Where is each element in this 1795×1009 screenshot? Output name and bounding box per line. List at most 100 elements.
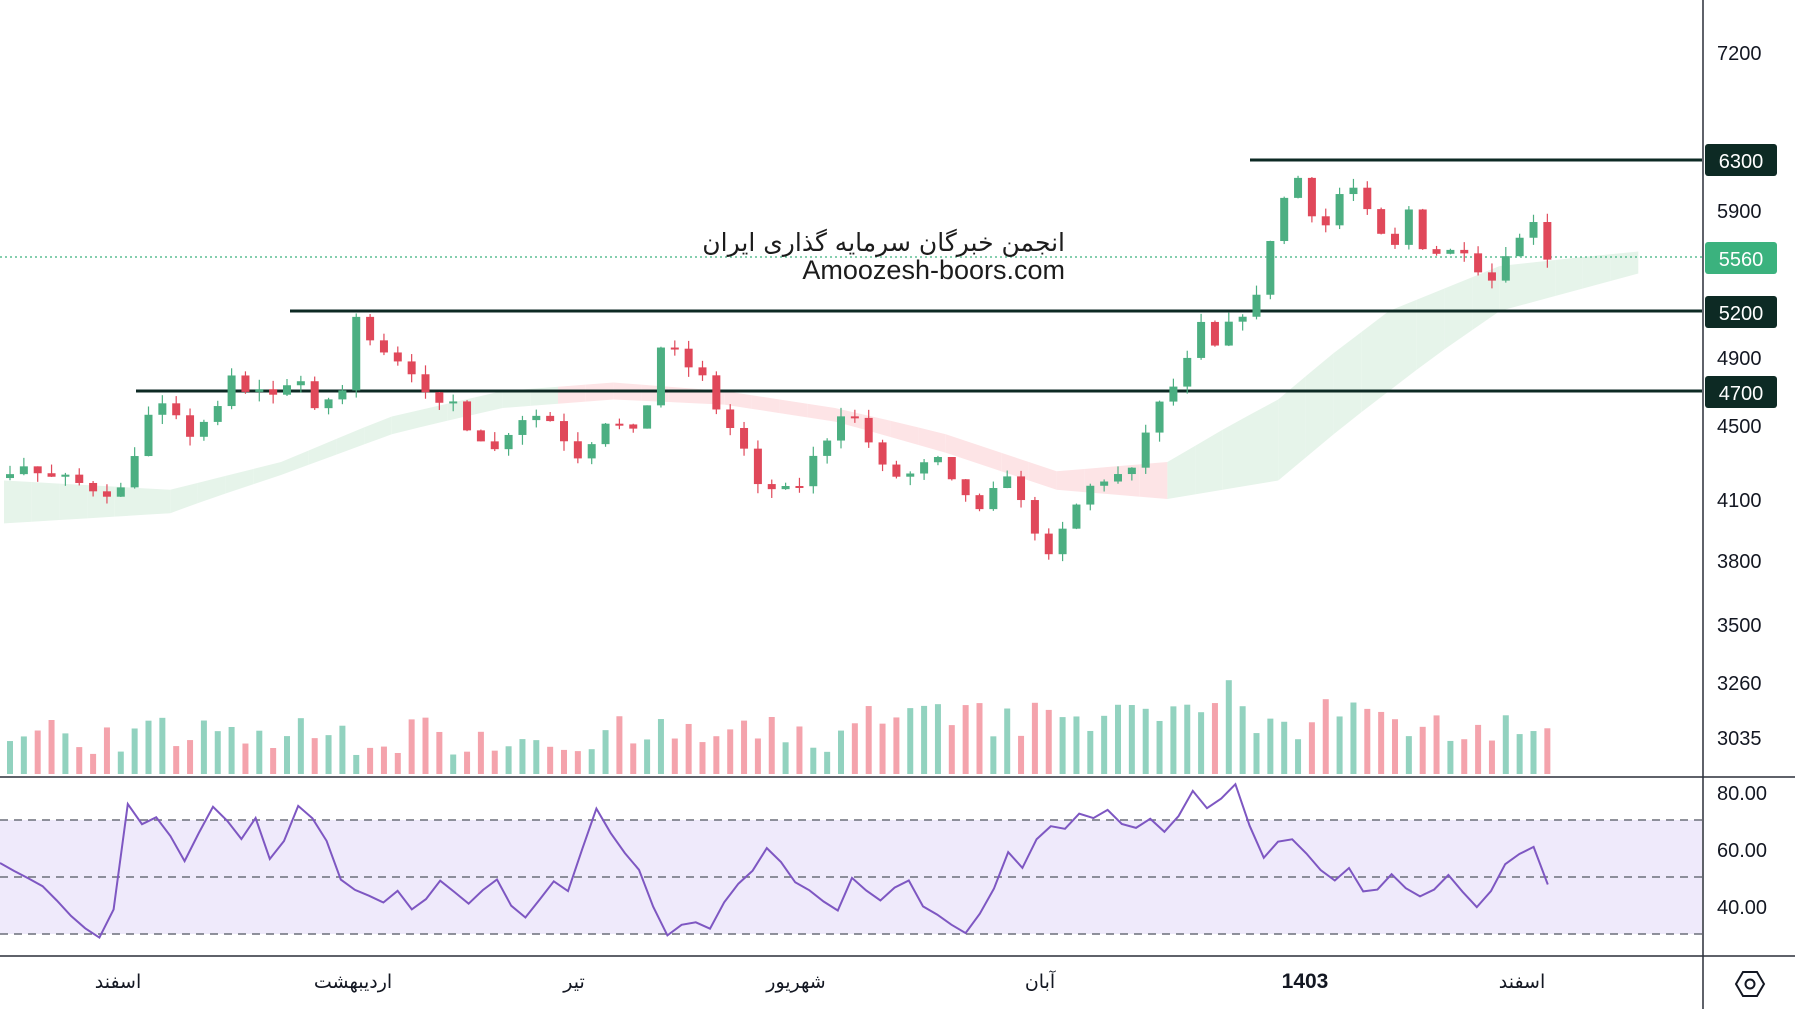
volume-bar <box>934 704 941 774</box>
volume-bar <box>1364 708 1371 774</box>
volume-bar <box>505 746 512 774</box>
watermark-title: انجمن خبرگان سرمایه گذاری ایران <box>702 228 1065 257</box>
cloud-segment <box>1527 260 1556 304</box>
volume-bar <box>644 739 651 774</box>
candle-body <box>1210 321 1219 346</box>
cloud-segment <box>890 420 919 445</box>
cloud-segment <box>1167 445 1196 499</box>
cloud-segment <box>1389 299 1417 391</box>
volume-bar <box>602 730 609 774</box>
candle-body <box>1474 253 1483 273</box>
volume-bar <box>921 705 928 774</box>
volume-bar <box>48 719 55 774</box>
candle-body <box>366 316 375 341</box>
candle-body <box>601 423 610 445</box>
volume-bar <box>200 720 207 774</box>
candle-body <box>656 347 665 406</box>
volume-bar <box>671 738 678 774</box>
cloud-segment <box>1222 414 1251 490</box>
volume-bar <box>20 736 27 774</box>
candle-body <box>1183 357 1192 387</box>
time-label: اردیبهشت <box>314 971 392 993</box>
volume-bar <box>699 742 706 774</box>
candle-body <box>241 375 250 392</box>
candle-body <box>1501 256 1510 281</box>
level-tag-6300-text: 6300 <box>1719 151 1764 173</box>
candle-body <box>490 441 499 450</box>
candle-body <box>809 455 818 487</box>
candle-body <box>1543 222 1552 260</box>
candle-body <box>255 389 264 392</box>
candle-body <box>1446 249 1455 254</box>
volume-bar <box>533 740 540 774</box>
candle-body <box>546 415 555 422</box>
candle-body <box>573 441 582 459</box>
cloud-segment <box>364 416 392 445</box>
volume-bar <box>353 754 360 774</box>
candle-body <box>1030 500 1039 534</box>
cloud-segment <box>1250 399 1279 486</box>
price-axis: 7200 5900 4900 4500 4100 3800 3500 3260 … <box>1717 43 1762 750</box>
candle-body <box>89 482 98 492</box>
candle-body <box>726 409 735 428</box>
price-tick: 7200 <box>1717 43 1762 65</box>
volume-bar <box>1253 733 1260 774</box>
cloud-segment <box>225 468 254 494</box>
volume-bar <box>1419 726 1426 774</box>
rsi-axis: 80.00 60.00 40.00 <box>1717 783 1767 919</box>
hexagon-gear-icon[interactable] <box>1734 971 1766 997</box>
candle-body <box>1169 386 1178 402</box>
candle-body <box>933 457 942 463</box>
volume-bar <box>1101 715 1108 774</box>
level-tag-6300 <box>1705 144 1777 176</box>
rsi-tick: 80.00 <box>1717 783 1767 805</box>
volume-bar <box>713 736 720 774</box>
volume-bar <box>768 716 775 774</box>
candle-body <box>1044 533 1053 555</box>
cloud-segment <box>835 408 863 430</box>
volume-bar <box>62 733 69 774</box>
time-axis: اسفند اردیبهشت تیر شهریور آبان 1403 اسفن… <box>95 969 1546 993</box>
candle-body <box>587 444 596 459</box>
volume-bar <box>1142 708 1149 774</box>
candle-body <box>684 348 693 368</box>
candle-body <box>476 430 485 442</box>
candle-body <box>1141 432 1150 468</box>
volume-bar <box>1115 704 1121 774</box>
cloud-segment <box>197 475 226 504</box>
candle-body <box>310 381 319 409</box>
volume-bar <box>588 749 595 774</box>
candle-body <box>47 473 56 477</box>
candle-body <box>116 487 125 497</box>
candle-body <box>1003 476 1012 489</box>
candle-body <box>947 457 956 480</box>
volume-bar <box>1018 735 1025 774</box>
volume-bar <box>1433 715 1440 774</box>
candle-body <box>324 399 333 409</box>
candle-body <box>767 484 776 490</box>
volume-bar <box>367 747 374 774</box>
volume-bar <box>1211 703 1218 774</box>
level-tag-4700-text: 4700 <box>1719 383 1764 405</box>
volume-bar <box>893 717 900 774</box>
volume-bar <box>284 736 290 774</box>
candle-body <box>615 423 624 426</box>
volume-bar <box>1045 709 1052 774</box>
candle-body <box>1321 216 1330 226</box>
volume-bar <box>408 719 415 774</box>
candle-body <box>1349 187 1358 195</box>
candle-body <box>407 361 416 375</box>
volume-bar <box>990 736 997 774</box>
volume-bar <box>574 751 581 774</box>
candle-body <box>1224 321 1233 346</box>
price-tick: 3035 <box>1717 728 1762 750</box>
cloud-segment <box>751 395 780 414</box>
candle-body <box>1515 237 1524 257</box>
volume-bar <box>228 726 235 774</box>
candle-body <box>296 381 305 386</box>
cloud-segment <box>1305 353 1334 458</box>
candle-body <box>795 485 804 488</box>
candlesticks <box>6 175 1552 562</box>
volume-bar <box>1073 716 1080 774</box>
